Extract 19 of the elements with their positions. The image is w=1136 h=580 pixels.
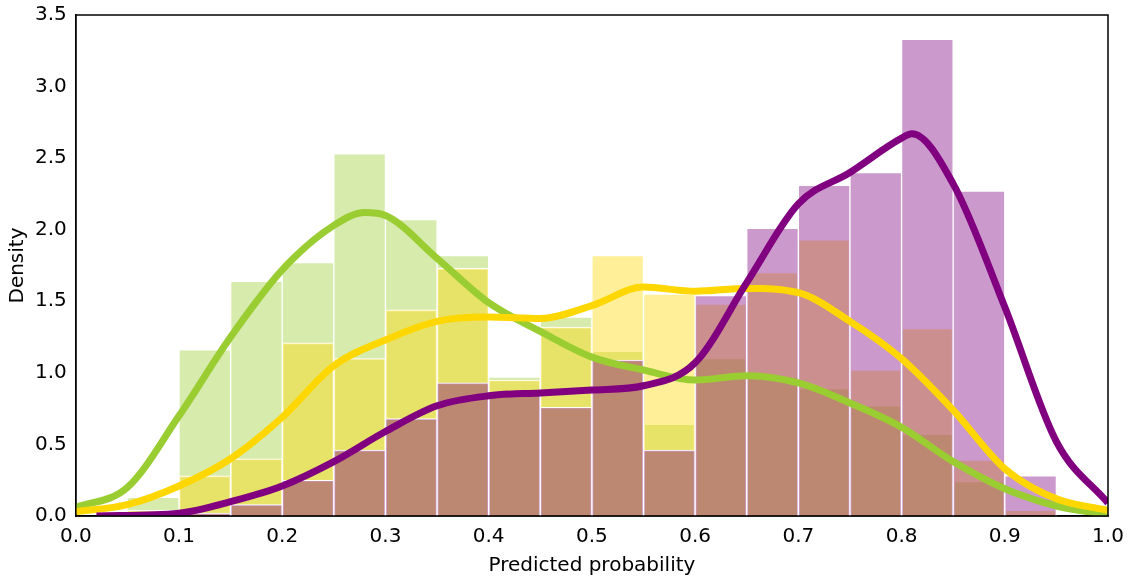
y-tick-label: 1.0 xyxy=(34,359,67,384)
y-tick-label: 2.5 xyxy=(34,144,67,169)
x-axis-title: Predicted probability xyxy=(488,552,696,577)
x-tick-label: 0.7 xyxy=(782,523,815,548)
y-tick-label: 2.0 xyxy=(34,215,67,240)
x-tick-label: 0.8 xyxy=(885,523,918,548)
y-tick-label: 3.0 xyxy=(34,72,67,97)
y-tick-label: 3.5 xyxy=(34,1,67,26)
x-tick-label: 0.9 xyxy=(988,523,1021,548)
x-tick-label: 0.3 xyxy=(369,523,402,548)
x-tick-label: 0.5 xyxy=(576,523,608,548)
y-axis-title: Density xyxy=(4,227,29,304)
y-tick-label: 1.5 xyxy=(34,287,67,312)
x-tick-label: 0.2 xyxy=(266,523,299,548)
x-tick-label: 0.4 xyxy=(472,523,505,548)
y-tick-label: 0.5 xyxy=(34,430,67,455)
x-tick-label: 0.6 xyxy=(679,523,712,548)
x-tick-label: 1.0 xyxy=(1092,523,1124,548)
x-tick-label: 0.1 xyxy=(163,523,195,548)
